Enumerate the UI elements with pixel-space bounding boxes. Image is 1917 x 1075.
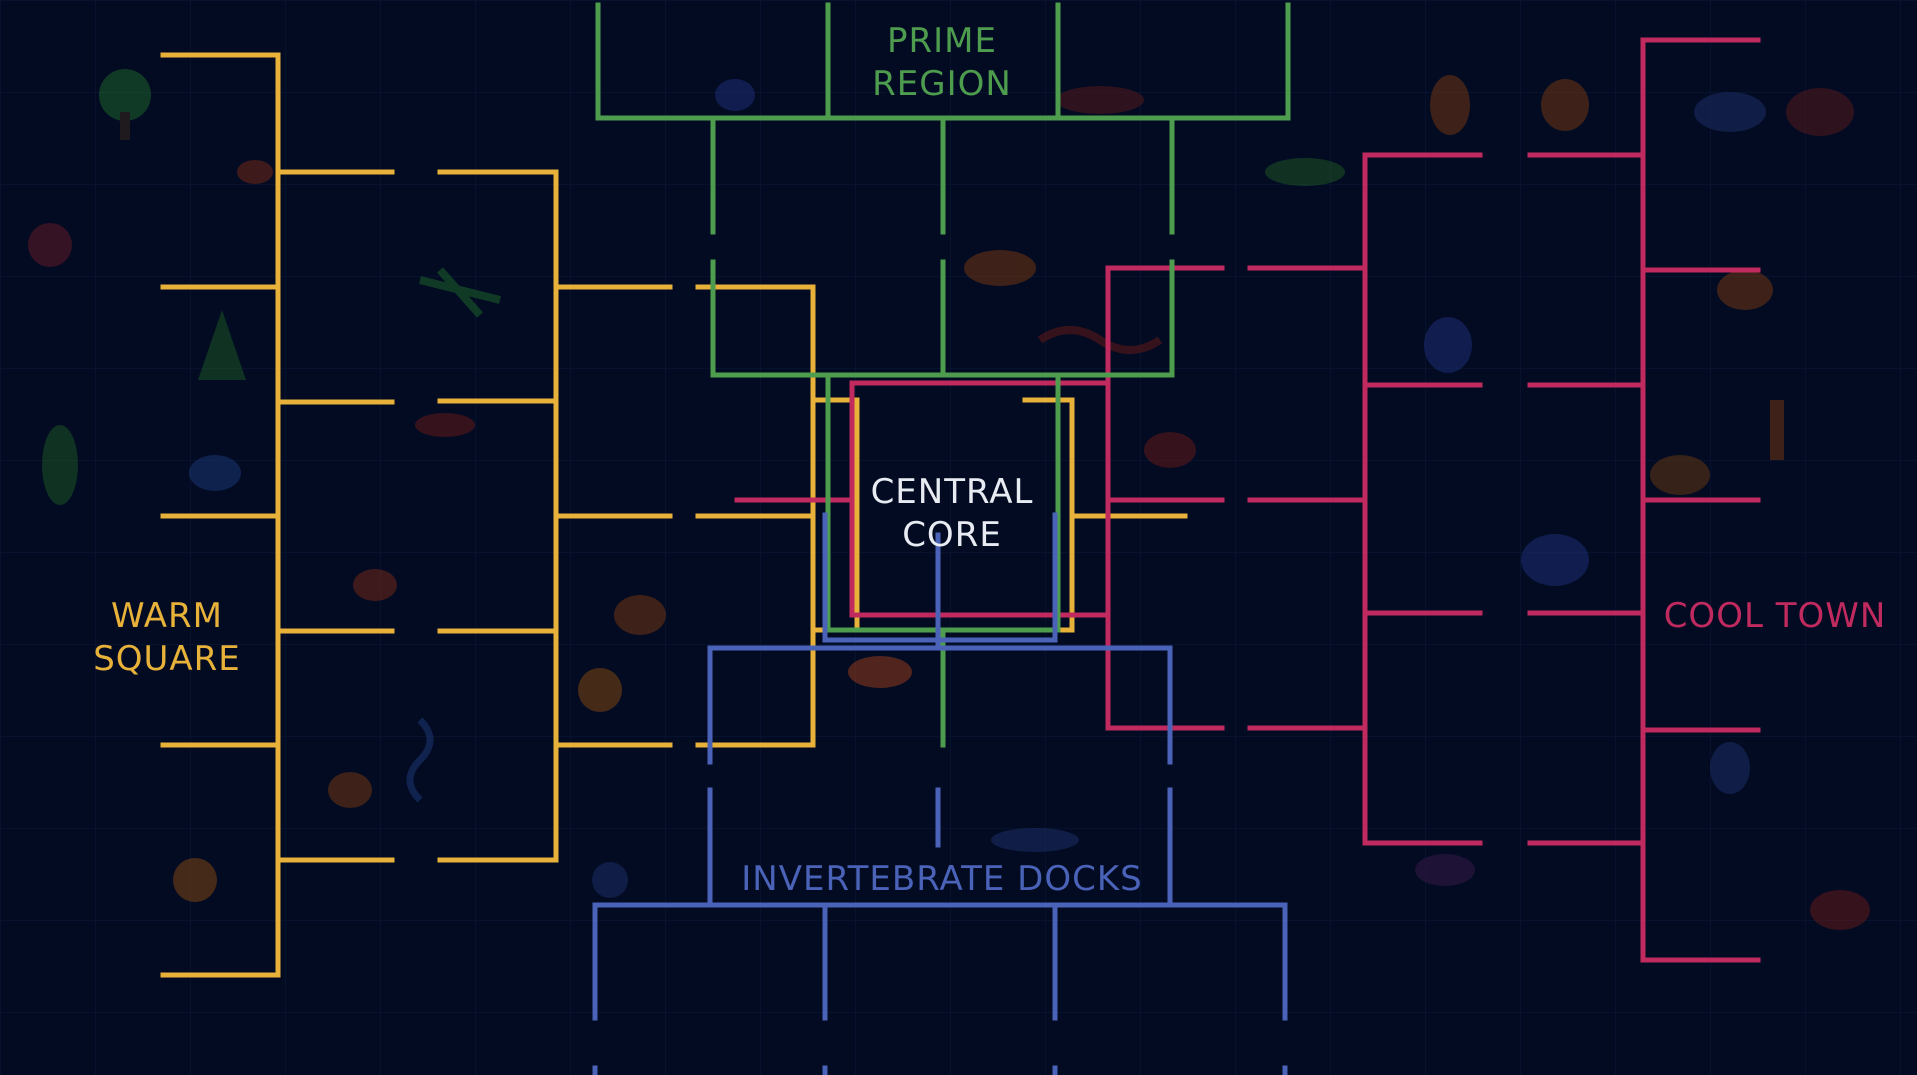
snake-icon [1037,326,1163,354]
central-core-title-line2: CORE [902,515,1002,555]
koala-icon [1424,317,1472,373]
worm-icon [406,717,434,803]
clownfish-icon [848,656,912,688]
shell-icon [614,595,666,635]
wolf-icon [1694,92,1766,132]
lemur-icon [1710,742,1750,794]
prime-region-bracket [595,2,1291,748]
dinosaur-icon [964,250,1036,286]
dragonfly-icon [419,267,501,318]
prime-region-title-line2: REGION [872,64,1012,104]
invertebrate-docks-bracket [592,512,1288,1075]
bear-icon [1786,88,1854,136]
prime-region-title-line1: PRIME [887,21,997,61]
cool-town-bracket [734,37,1761,963]
shrimp-icon [415,413,475,437]
elephant-icon [1521,534,1589,586]
invertebrate-docks-title: INVERTEBRATE DOCKS [741,859,1142,899]
starfish-icon [592,862,628,898]
cat-icon [1541,79,1589,131]
fern-icon [42,425,78,505]
lizard-icon [1265,158,1345,186]
beetle-icon [189,455,241,491]
flower-icon [28,223,72,267]
background-creatures [28,69,1870,930]
armadillo-icon [1415,854,1475,886]
central-core-title-line1: CENTRAL [871,472,1034,512]
hedgehog-icon [1650,455,1710,495]
bird-icon [715,79,755,111]
conifer-icon [198,310,246,380]
butterfly-icon [237,160,273,184]
giraffe-icon [1770,400,1784,460]
shark-icon [991,828,1079,852]
invert-round3-bracket [707,645,1173,765]
mushroom-icon [353,569,397,601]
crocodile-icon [1056,86,1144,114]
cool-town-title: COOL TOWN [1664,596,1887,636]
snail-icon [578,668,622,712]
camel-icon [1717,270,1773,310]
fox-icon [1430,75,1470,135]
coral-icon [173,858,217,902]
jellyfish-icon [328,772,372,808]
warm-square-title-line2: SQUARE [93,639,241,679]
tree-icon [99,69,151,140]
sloth-icon [1810,890,1870,930]
invert-bottom-bracket [592,902,1288,1021]
warm-square-title-line1: WARM [111,596,223,636]
turtle-icon [1144,432,1196,468]
